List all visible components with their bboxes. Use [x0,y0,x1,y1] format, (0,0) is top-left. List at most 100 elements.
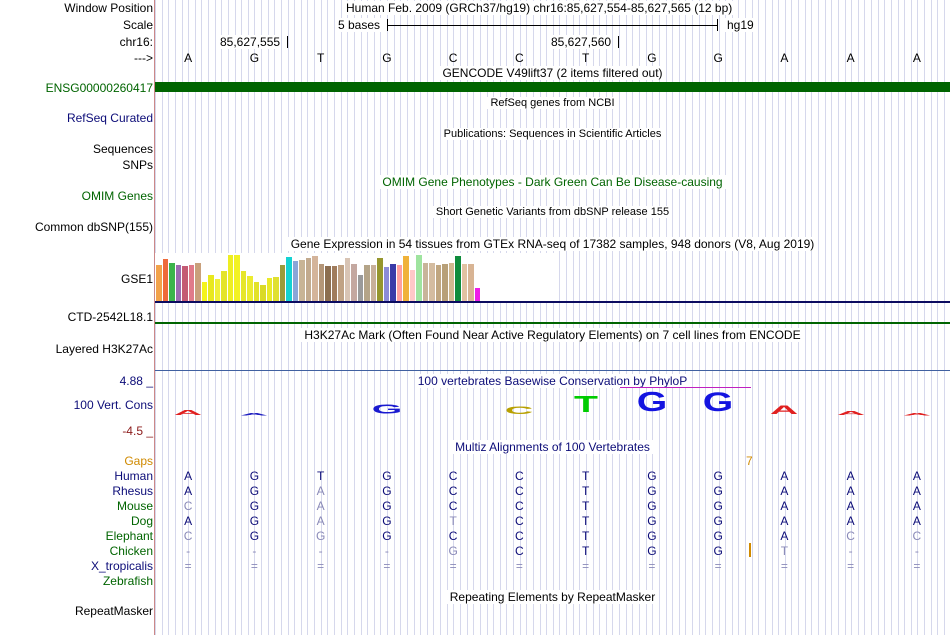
grid-line [910,0,912,635]
alignment-base: A [912,484,921,498]
grid-line [280,0,282,635]
species-label-x_tropicalis[interactable]: X_tropicalis [90,559,153,573]
gtex-tissue-bar[interactable] [169,263,175,301]
gtex-tissue-bar[interactable] [292,261,298,301]
grid-line [453,0,455,635]
alignment-base: G [713,469,723,483]
gtex-tissue-bar[interactable] [279,264,285,301]
base-letter: A [912,51,921,65]
gencode-gene-label[interactable]: ENSG00000260417 [45,81,153,95]
grid-line [837,0,839,635]
gtex-tissue-bar[interactable] [403,256,409,301]
species-label-mouse[interactable]: Mouse [116,499,153,513]
gtex-tissue-bar[interactable] [195,263,201,301]
cons-track-label[interactable]: 100 Vert. Cons [73,398,153,412]
alignment-base: T [581,514,590,528]
gtex-tissue-bar[interactable] [331,265,337,301]
gtex-tissue-bar[interactable] [247,275,253,301]
omim-track-label[interactable]: OMIM Genes [81,189,153,203]
species-label-dog[interactable]: Dog [130,514,153,528]
gtex-tissue-bar[interactable] [208,274,214,301]
gtex-tissue-bar[interactable] [448,262,454,301]
gtex-tissue-bar[interactable] [390,263,396,301]
gtex-tissue-bar[interactable] [175,264,181,301]
gtex-tissue-bar[interactable] [351,263,357,301]
gtex-tissue-bar[interactable] [409,269,415,301]
h3k27ac-track-label[interactable]: Layered H3K27Ac [55,342,153,356]
dbsnp-track-label[interactable]: Common dbSNP(155) [34,220,153,234]
gtex-tissue-bar[interactable] [201,281,207,301]
ctd-track-label[interactable]: CTD-2542L18.1 [67,310,153,324]
grid-line [672,0,674,635]
grid-line [479,0,481,635]
gtex-tissue-bar[interactable] [442,263,448,301]
grid-line [831,0,833,635]
alignment-base: A [780,514,789,528]
grid-line [585,0,587,635]
ctd-gene-line[interactable] [155,322,950,324]
gtex-tissue-bar[interactable] [182,266,188,301]
gtex-bar-chart[interactable] [155,253,555,301]
gtex-tissue-bar[interactable] [357,275,363,301]
gtex-tissue-bar[interactable] [305,257,311,301]
species-label-zebrafish[interactable]: Zebrafish [102,574,153,588]
gtex-tissue-bar[interactable] [260,285,266,301]
alignment-base: C [912,529,922,543]
repeat-track-label[interactable]: RepeatMasker [74,604,153,618]
gtex-tissue-bar[interactable] [325,265,331,301]
gtex-tissue-bar[interactable] [266,277,272,301]
gencode-gene-feature[interactable] [155,82,950,92]
alignment-base: A [912,499,921,513]
gtex-tissue-bar[interactable] [240,271,246,301]
species-label-elephant[interactable]: Elephant [105,529,153,543]
gtex-tissue-bar[interactable] [474,287,480,301]
gtex-tissue-bar[interactable] [468,263,474,301]
species-label-rhesus[interactable]: Rhesus [112,484,153,498]
base-letter: G [647,51,657,65]
gtex-tissue-bar[interactable] [312,256,318,301]
grid-line [877,0,879,635]
gtex-tissue-bar[interactable] [221,270,227,301]
grid-line [261,0,263,635]
gap-count: 7 [746,454,753,468]
gtex-tissue-bar[interactable] [370,264,376,301]
pubs-snps-label[interactable]: SNPs [122,158,153,172]
gtex-tissue-bar[interactable] [273,277,279,301]
gtex-tissue-bar[interactable] [214,278,220,301]
gtex-tissue-bar[interactable] [318,264,324,301]
label-separator [154,0,155,635]
gtex-tissue-bar[interactable] [461,263,467,301]
gtex-tissue-bar[interactable] [383,267,389,301]
gtex-tissue-bar[interactable] [396,265,402,301]
pubs-sequences-label[interactable]: Sequences [92,142,153,156]
gtex-tissue-bar[interactable] [338,264,344,301]
gtex-tissue-bar[interactable] [299,259,305,301]
gtex-tissue-bar[interactable] [429,263,435,301]
gtex-tissue-bar[interactable] [234,255,240,301]
gtex-tissue-bar[interactable] [286,256,292,301]
base-letter: G [382,51,392,65]
gtex-tissue-bar[interactable] [156,264,162,301]
scale-db-label: hg19 [724,18,757,32]
gtex-tissue-bar[interactable] [364,264,370,301]
refseq-track-label[interactable]: RefSeq Curated [66,111,153,125]
alignment-base: A [912,514,921,528]
gtex-tissue-bar[interactable] [188,264,194,301]
gtex-tissue-bar[interactable] [455,256,461,301]
alignment-base: A [316,484,325,498]
base-grid [155,0,950,635]
gtex-tissue-bar[interactable] [377,257,383,301]
gtex-tissue-bar[interactable] [435,265,441,301]
alignment-base: A [846,499,855,513]
gtex-tissue-bar[interactable] [253,281,259,301]
grid-line [851,0,853,635]
gtex-tissue-bar[interactable] [227,255,233,301]
gtex-tissue-bar[interactable] [422,262,428,301]
gtex-track-label[interactable]: GSE1 [120,272,153,286]
species-label-human[interactable]: Human [114,469,153,483]
species-label-chicken[interactable]: Chicken [109,544,153,558]
gtex-tissue-bar[interactable] [162,258,168,301]
gtex-tissue-bar[interactable] [344,257,350,301]
gtex-tissue-bar[interactable] [416,254,422,301]
